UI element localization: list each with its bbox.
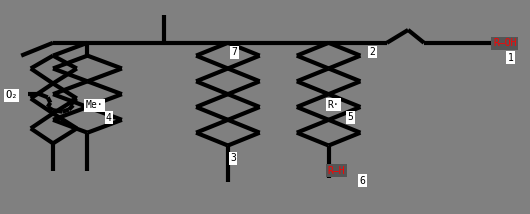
Text: R—H: R—H (328, 166, 345, 175)
Text: Me·: Me· (86, 100, 103, 110)
Text: 6: 6 (360, 176, 366, 186)
Text: 2: 2 (369, 47, 375, 57)
Text: 3: 3 (230, 153, 236, 163)
Text: 1: 1 (508, 53, 514, 63)
Text: 7: 7 (232, 48, 237, 57)
Text: O₂: O₂ (5, 90, 18, 100)
Text: 4: 4 (106, 113, 112, 123)
Text: R—OH: R—OH (493, 38, 516, 48)
Text: R·: R· (328, 100, 339, 110)
Text: 5: 5 (348, 112, 354, 122)
